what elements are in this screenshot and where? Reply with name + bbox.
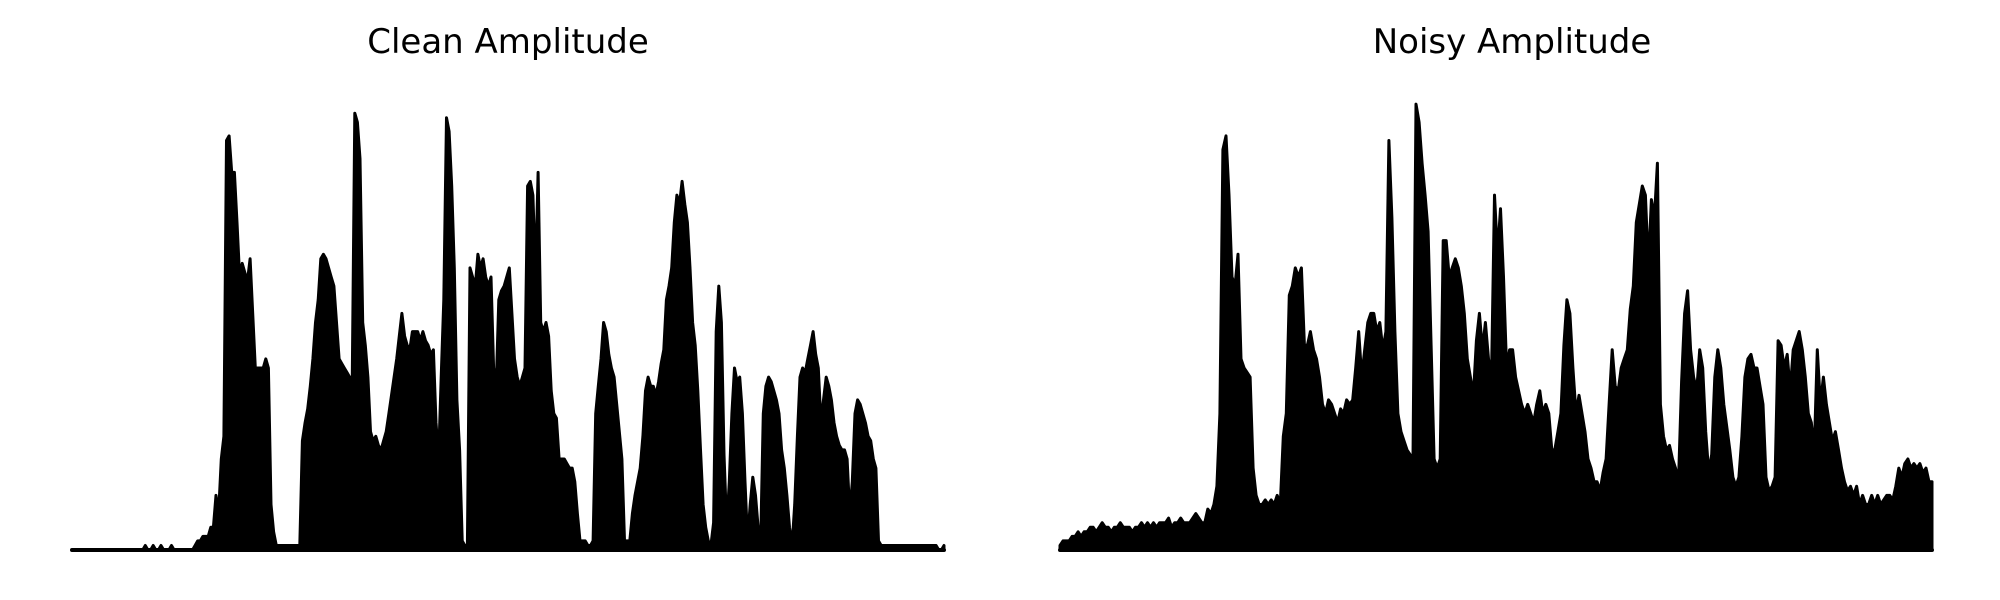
clean-amplitude-plot bbox=[70, 111, 946, 552]
chart-title: Clean Amplitude bbox=[367, 22, 649, 62]
amplitude-area bbox=[1058, 102, 1934, 552]
clean-amplitude-panel: Clean Amplitude bbox=[70, 22, 946, 552]
noisy-amplitude-plot bbox=[1058, 102, 1934, 552]
noisy-amplitude-panel: Noisy Amplitude bbox=[1000, 0, 2000, 600]
chart-title: Noisy Amplitude bbox=[1372, 22, 1652, 62]
